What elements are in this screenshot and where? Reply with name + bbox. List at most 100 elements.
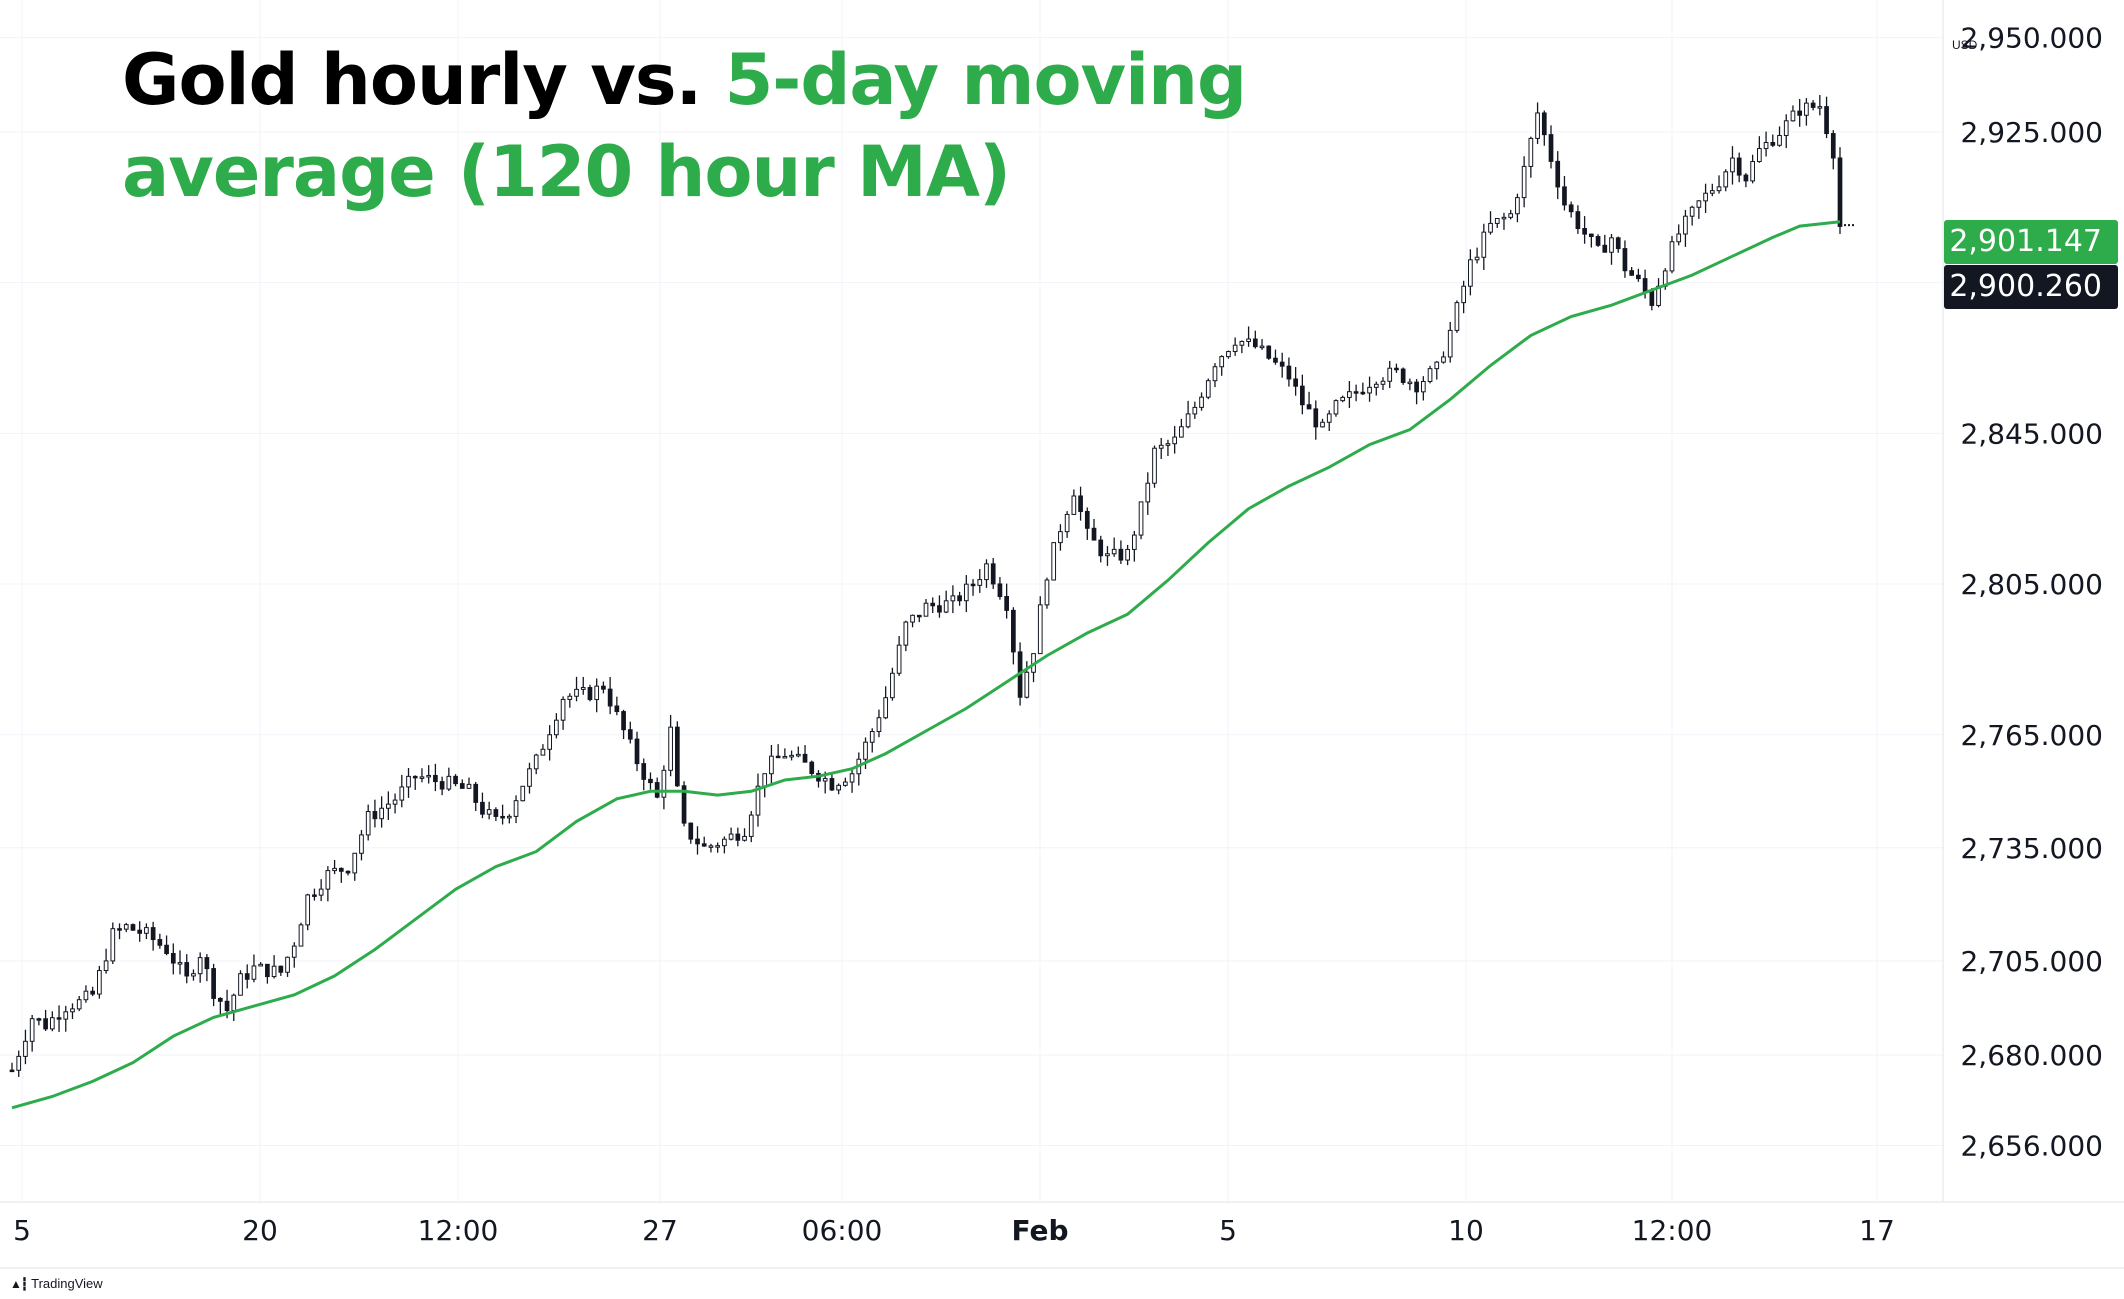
candle-body [896, 644, 902, 674]
candle-body [1488, 222, 1493, 233]
candle-body [29, 1018, 35, 1042]
candle-body [56, 1017, 62, 1020]
title-part-green-line1: 5-day moving [724, 39, 1248, 121]
candle-body [1548, 134, 1554, 162]
candle-body [621, 711, 626, 731]
time-tick-label: 12:00 [1632, 1214, 1713, 1247]
currency-label[interactable]: USD [1952, 38, 1978, 52]
candle-body [843, 781, 848, 786]
candle-body [157, 939, 163, 946]
price-tick-label: 2,765.000 [1960, 719, 2103, 752]
candle-body [1407, 381, 1413, 385]
candle-body [1528, 137, 1534, 167]
candle-body [1636, 274, 1641, 280]
candle-body [1595, 236, 1601, 246]
candle-body [459, 783, 465, 789]
candle-body [473, 783, 479, 803]
candle-body [755, 785, 761, 816]
candle-body [278, 965, 284, 973]
candle-body [990, 563, 996, 585]
candle-body [601, 685, 606, 690]
candle-body [359, 834, 364, 854]
candle-body [312, 894, 317, 897]
candle-body [1172, 436, 1178, 445]
candle-body [1313, 408, 1319, 428]
candle-body [345, 870, 351, 874]
candle-body [1535, 112, 1540, 139]
candle-body [1562, 186, 1567, 206]
candle-body [1824, 106, 1829, 135]
candle-body [217, 997, 223, 1002]
candle-body [513, 800, 519, 817]
candle-body [641, 763, 647, 780]
candle-body [937, 605, 942, 613]
candle-body [150, 927, 156, 941]
candle-body [1239, 340, 1245, 346]
candle-body [1347, 391, 1352, 398]
candle-body [1098, 539, 1104, 557]
candle-body [554, 719, 559, 736]
candle-body [1575, 211, 1581, 230]
candle-body [137, 929, 143, 934]
candle-body [836, 784, 841, 791]
price-value-badge: 2,900.260 [1944, 265, 2118, 309]
candle-body [1830, 133, 1836, 159]
candle-body [123, 924, 129, 930]
candle-body [103, 960, 109, 972]
candle-body [1642, 278, 1648, 292]
candle-body [1004, 595, 1009, 611]
candle-body [722, 838, 727, 847]
candle-body [674, 726, 680, 787]
candle-body [1757, 148, 1762, 163]
candle-body [681, 785, 687, 824]
candle-body [318, 888, 324, 896]
candle-body [211, 968, 216, 999]
tradingview-branding[interactable]: ▲┇ TradingView [10, 1276, 103, 1291]
time-tick-label: 20 [242, 1214, 278, 1247]
candle-body [1219, 356, 1225, 368]
candle-body [379, 807, 384, 820]
candle-body [1011, 609, 1016, 653]
candle-body [1064, 513, 1070, 533]
candle-body [1387, 367, 1393, 382]
candle-body [580, 687, 586, 690]
candle-body [594, 685, 600, 701]
price-axis-labels: 2,950.0002,925.0002,885.0002,845.0002,80… [1960, 22, 2103, 1163]
candle-body [271, 965, 277, 978]
time-tick-label: 27 [642, 1214, 678, 1247]
candle-body [560, 698, 566, 721]
candle-body [285, 956, 290, 973]
candle-body [9, 1069, 15, 1073]
time-tick-label: 10 [1448, 1214, 1484, 1247]
candle-body [1736, 157, 1742, 176]
candle-body [1582, 228, 1587, 235]
candle-body [97, 970, 102, 995]
candle-body [433, 774, 438, 783]
candle-body [1306, 404, 1312, 410]
candle-body [265, 963, 270, 978]
candle-body [486, 809, 492, 815]
candle-body [1441, 356, 1446, 363]
candle-body [1555, 160, 1561, 188]
price-tick-label: 2,735.000 [1960, 832, 2103, 865]
title-part-green-line2: average (120 hour MA) [122, 131, 1011, 213]
candle-body [1058, 531, 1063, 544]
candle-body [930, 602, 936, 607]
candle-body [197, 957, 203, 975]
candle-body [1266, 345, 1272, 359]
candle-body [1723, 171, 1729, 188]
candle-body [1394, 367, 1399, 371]
candle-body [1783, 120, 1789, 137]
candle-body [1192, 406, 1198, 415]
candle-body [1696, 200, 1702, 208]
candle-body [43, 1018, 48, 1030]
candle-body [1568, 204, 1574, 213]
candle-body [500, 815, 505, 819]
candle-body [244, 973, 250, 980]
candle-body [1683, 215, 1688, 235]
candle-body [1165, 443, 1171, 446]
candle-body [984, 563, 989, 581]
candle-body [890, 672, 895, 699]
candle-body [406, 775, 411, 788]
candle-body [903, 621, 909, 646]
